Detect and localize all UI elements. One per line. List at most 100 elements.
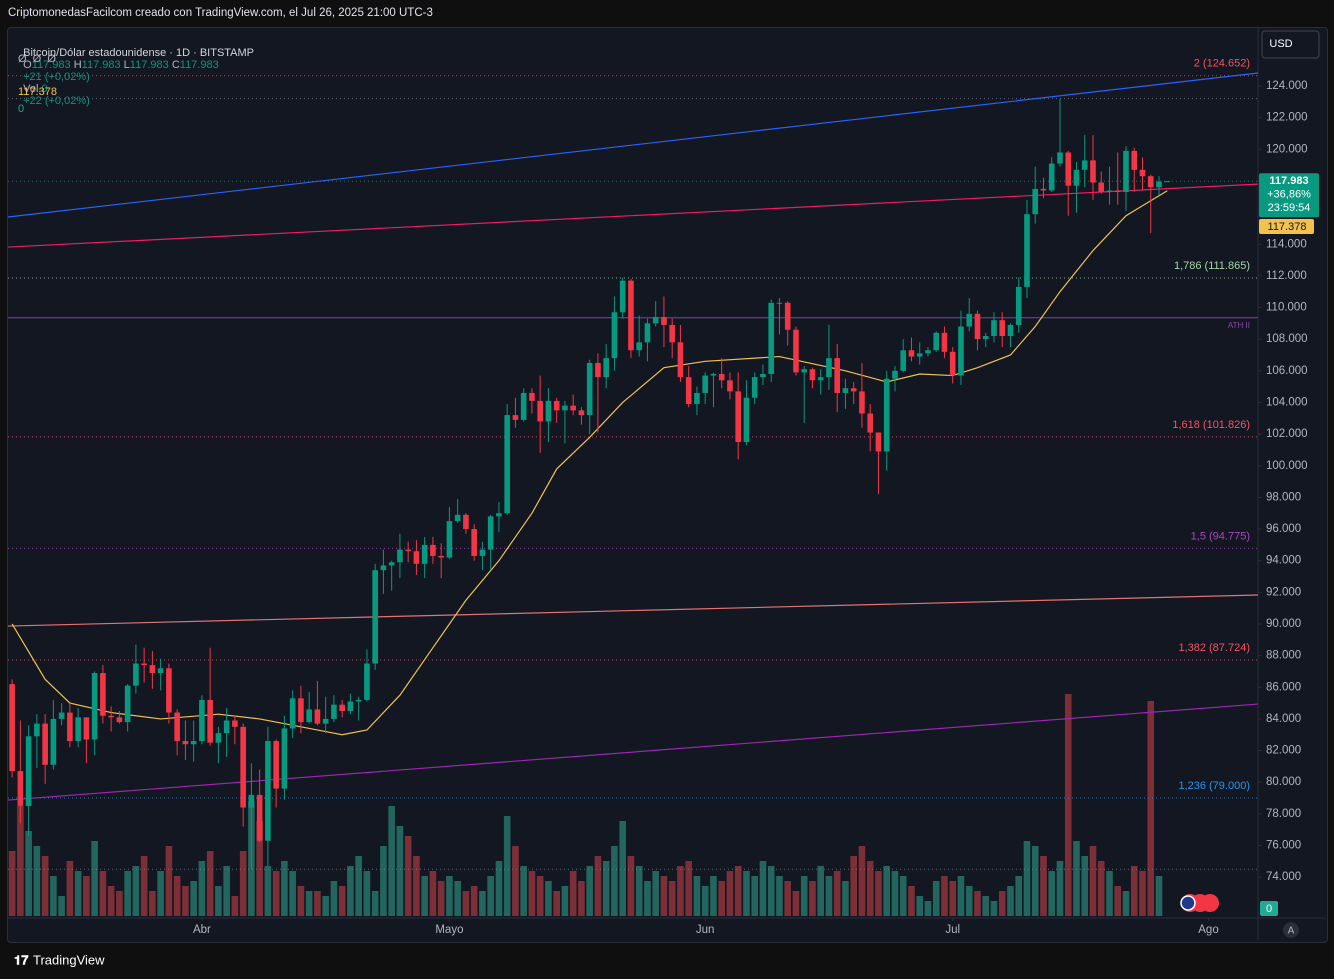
volume-bar <box>1031 846 1039 916</box>
candle-body <box>83 717 90 740</box>
candle-body <box>850 388 857 392</box>
candle-body <box>611 312 618 359</box>
ma-price-text: 117.378 <box>1268 221 1307 233</box>
level-label: ATH II <box>1228 321 1250 330</box>
volume-bar <box>140 856 148 916</box>
volume-bar <box>932 881 940 916</box>
volume-bar <box>891 871 899 916</box>
candle-body <box>388 562 395 566</box>
candle-body <box>817 377 824 381</box>
volume-bar <box>578 881 585 916</box>
volume-bar <box>1155 876 1163 916</box>
volume-bar <box>1056 861 1064 916</box>
volume-bar <box>437 881 445 916</box>
candle-body <box>91 673 98 740</box>
volume-bar <box>429 871 437 916</box>
candle-body <box>1147 176 1154 188</box>
candle-body <box>487 516 494 550</box>
volume-bar <box>479 891 486 916</box>
volume-bar <box>536 876 544 916</box>
volume-bar <box>157 871 164 916</box>
indicators: Ø Ø Ø <box>18 53 56 65</box>
level-label: 1,382 (87.724) <box>1178 642 1250 654</box>
trend-line <box>7 703 1259 801</box>
candle-body <box>619 280 626 313</box>
volume-bar <box>677 866 684 916</box>
candle-body <box>421 544 428 564</box>
y-tick-label: 90.000 <box>1266 618 1301 630</box>
volume-bar <box>850 856 858 916</box>
volume-bar <box>462 891 470 916</box>
candle-body <box>718 373 725 381</box>
last-price-text: 23:59:54 <box>1268 202 1311 214</box>
candle-body <box>174 712 180 742</box>
candle-body <box>735 391 741 443</box>
candle-body <box>1131 150 1138 170</box>
ohlc-value: 117.983 <box>129 59 169 71</box>
volume-bar <box>586 866 593 916</box>
candle-body <box>215 733 222 743</box>
candle-body <box>25 736 32 806</box>
ohlc-value: 117.983 <box>179 59 219 71</box>
currency-button[interactable] <box>1261 30 1320 59</box>
candle-body <box>108 715 114 718</box>
candle-body <box>677 342 684 378</box>
volume-bar <box>1073 841 1080 916</box>
candle-body <box>166 668 172 713</box>
candle-body <box>991 320 997 337</box>
volume-bar <box>495 861 503 916</box>
ohlc-value: 117.983 <box>31 59 71 71</box>
currency-label[interactable]: USD <box>1269 38 1292 50</box>
volume-bar <box>305 891 313 916</box>
volume-bar <box>817 866 825 916</box>
candle-body <box>463 514 469 530</box>
candle-body <box>916 353 923 357</box>
volume-bar <box>1130 866 1138 916</box>
candle-body <box>380 565 387 571</box>
volume-bar <box>949 881 957 916</box>
volume-bar <box>528 871 536 916</box>
volume-bar <box>875 871 882 916</box>
candle-body <box>751 377 758 398</box>
volume-bar <box>256 821 263 916</box>
volume-bar <box>594 856 602 916</box>
candle-body <box>273 741 279 789</box>
candle-body <box>826 358 832 378</box>
candle-body <box>182 741 189 745</box>
volume-bar <box>792 891 800 916</box>
volume-bar <box>8 851 16 916</box>
volume-bar <box>297 886 305 916</box>
volume-bar <box>545 881 552 916</box>
volume-bar <box>1040 856 1047 916</box>
volume-bar <box>190 881 197 916</box>
candle-body <box>628 280 634 351</box>
candle-body <box>471 529 477 556</box>
volume-bar <box>734 866 742 916</box>
candle-body <box>100 673 106 716</box>
candle-body <box>793 329 799 373</box>
candle-body <box>982 336 989 340</box>
volume-bar <box>231 896 239 916</box>
volume-bar <box>1015 876 1023 916</box>
candle-body <box>223 720 230 734</box>
candle-body <box>974 313 981 340</box>
volume-bar <box>413 856 420 916</box>
volume-bar <box>899 876 907 916</box>
candle-body <box>537 400 543 422</box>
volume-bar <box>685 861 692 916</box>
auto-scale-button[interactable] <box>1283 922 1299 938</box>
candle-body <box>1015 286 1022 325</box>
footer-logo-mark: 𝟏𝟕 <box>14 952 29 967</box>
volume-bar <box>1007 886 1014 916</box>
auto-scale-label[interactable]: A <box>1288 926 1295 937</box>
candle-body <box>1040 188 1047 191</box>
volume-bar <box>1114 886 1122 916</box>
volume-bar <box>776 876 783 916</box>
volume-bar <box>173 876 181 916</box>
candle-body <box>248 794 255 808</box>
candle-body <box>1032 188 1039 215</box>
volume-bar <box>833 871 841 916</box>
volume-bar <box>668 881 676 916</box>
